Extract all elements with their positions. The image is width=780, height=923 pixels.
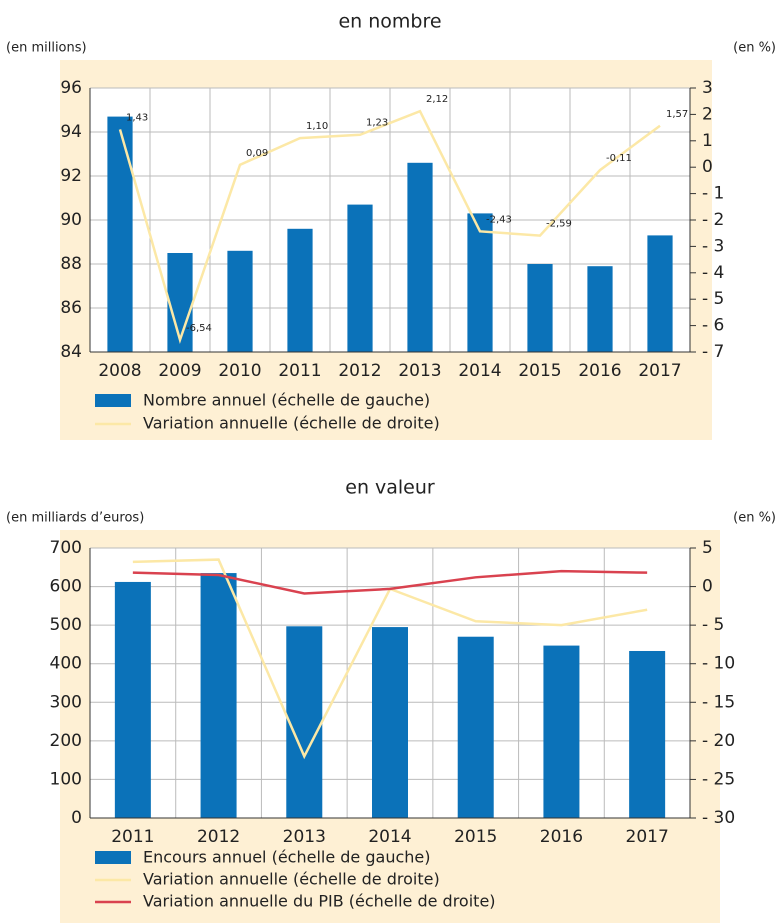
x-tick-label: 2008 bbox=[98, 361, 141, 381]
bar bbox=[372, 627, 408, 818]
y2-tick-label: - 25 bbox=[702, 769, 735, 789]
y2-tick-label: 1 bbox=[702, 131, 713, 151]
bar bbox=[407, 162, 433, 352]
bar bbox=[287, 228, 313, 352]
x-tick-label: 2015 bbox=[454, 827, 497, 847]
bar bbox=[629, 650, 666, 818]
y-tick-label: 88 bbox=[60, 254, 82, 274]
bar bbox=[347, 204, 373, 352]
bar bbox=[107, 116, 133, 352]
y-tick-label: 300 bbox=[50, 692, 82, 712]
chart-title: en nombre bbox=[338, 11, 441, 33]
y-axis-label: (en millions) bbox=[6, 41, 87, 56]
bar bbox=[457, 636, 494, 818]
bar bbox=[286, 626, 323, 818]
x-tick-label: 2017 bbox=[638, 361, 681, 381]
y-tick-label: 92 bbox=[60, 166, 82, 186]
bar bbox=[543, 645, 580, 818]
y2-tick-label: - 1 bbox=[702, 184, 724, 204]
line bbox=[132, 569, 648, 595]
x-tick-label: 2016 bbox=[578, 361, 621, 381]
y-tick-label: 200 bbox=[50, 731, 82, 751]
y-axis-label: (en milliards d’euros) bbox=[6, 511, 144, 526]
y2-tick-label: 0 bbox=[702, 577, 713, 597]
x-tick-label: 2010 bbox=[218, 361, 261, 381]
y2-tick-label: - 6 bbox=[702, 316, 724, 336]
y-tick-label: 100 bbox=[50, 769, 82, 789]
value-label: 2,12 bbox=[426, 94, 448, 105]
value-label: -0,11 bbox=[606, 153, 632, 164]
y2-tick-label: 2 bbox=[702, 104, 713, 124]
bar bbox=[647, 235, 673, 352]
y2-tick-label: - 20 bbox=[702, 731, 735, 751]
x-tick-label: 2012 bbox=[338, 361, 381, 381]
y-tick-label: 94 bbox=[60, 122, 82, 142]
y2-axis-label: (en %) bbox=[733, 41, 776, 56]
y2-tick-label: - 15 bbox=[702, 692, 735, 712]
bar bbox=[114, 581, 151, 818]
x-tick-label: 2013 bbox=[283, 827, 326, 847]
y-tick-label: 600 bbox=[50, 577, 82, 597]
y-tick-label: 90 bbox=[60, 210, 82, 230]
x-tick-label: 2009 bbox=[158, 361, 201, 381]
y-tick-label: 500 bbox=[50, 615, 82, 635]
bar bbox=[467, 213, 493, 352]
x-tick-label: 2012 bbox=[197, 827, 240, 847]
y2-tick-label: - 4 bbox=[702, 263, 724, 283]
y2-tick-label: - 3 bbox=[702, 236, 724, 256]
bar bbox=[227, 250, 253, 352]
value-label: -2,59 bbox=[546, 219, 572, 230]
y2-tick-label: - 10 bbox=[702, 654, 735, 674]
legend-label: Variation annuelle du PIB (échelle de dr… bbox=[143, 892, 496, 911]
legend-label: Nombre annuel (échelle de gauche) bbox=[143, 391, 430, 410]
x-tick-label: 2011 bbox=[278, 361, 321, 381]
legend-label: Variation annuelle (échelle de droite) bbox=[143, 870, 440, 889]
y-tick-label: 86 bbox=[60, 298, 82, 318]
y2-tick-label: - 5 bbox=[702, 289, 724, 309]
x-tick-label: 2014 bbox=[458, 361, 501, 381]
y2-tick-label: - 5 bbox=[702, 615, 724, 635]
value-label: 1,23 bbox=[366, 118, 388, 129]
y-tick-label: 96 bbox=[60, 78, 82, 98]
y2-tick-label: - 7 bbox=[702, 342, 724, 362]
legend-label: Encours annuel (échelle de gauche) bbox=[143, 848, 430, 867]
value-label: 0,09 bbox=[246, 148, 268, 159]
x-tick-label: 2014 bbox=[368, 827, 411, 847]
y2-tick-label: - 30 bbox=[702, 808, 735, 828]
value-label: 1,10 bbox=[306, 121, 328, 132]
bar bbox=[527, 264, 553, 352]
x-tick-label: 2016 bbox=[540, 827, 583, 847]
x-tick-label: 2013 bbox=[398, 361, 441, 381]
y-tick-label: 400 bbox=[50, 654, 82, 674]
chart-title: en valeur bbox=[345, 477, 435, 499]
y2-axis-label: (en %) bbox=[733, 511, 776, 526]
value-label: 1,57 bbox=[666, 109, 688, 120]
y2-tick-label: 0 bbox=[702, 157, 713, 177]
legend-swatch bbox=[95, 394, 131, 407]
y2-tick-label: - 2 bbox=[702, 210, 724, 230]
value-label: -2,43 bbox=[486, 214, 512, 225]
line bbox=[118, 109, 661, 345]
bar bbox=[200, 573, 237, 818]
x-tick-label: 2011 bbox=[111, 827, 154, 847]
y-tick-label: 700 bbox=[50, 538, 82, 558]
x-tick-label: 2017 bbox=[626, 827, 669, 847]
bar bbox=[587, 266, 613, 352]
legend-swatch bbox=[95, 851, 131, 864]
y-tick-label: 0 bbox=[71, 808, 82, 828]
x-tick-label: 2015 bbox=[518, 361, 561, 381]
y2-tick-label: 3 bbox=[702, 78, 713, 98]
value-label: -6,54 bbox=[186, 323, 212, 334]
value-label: 1,43 bbox=[126, 112, 148, 123]
y2-tick-label: 5 bbox=[702, 538, 713, 558]
y-tick-label: 84 bbox=[60, 342, 82, 362]
legend-label: Variation annuelle (échelle de droite) bbox=[143, 414, 440, 433]
